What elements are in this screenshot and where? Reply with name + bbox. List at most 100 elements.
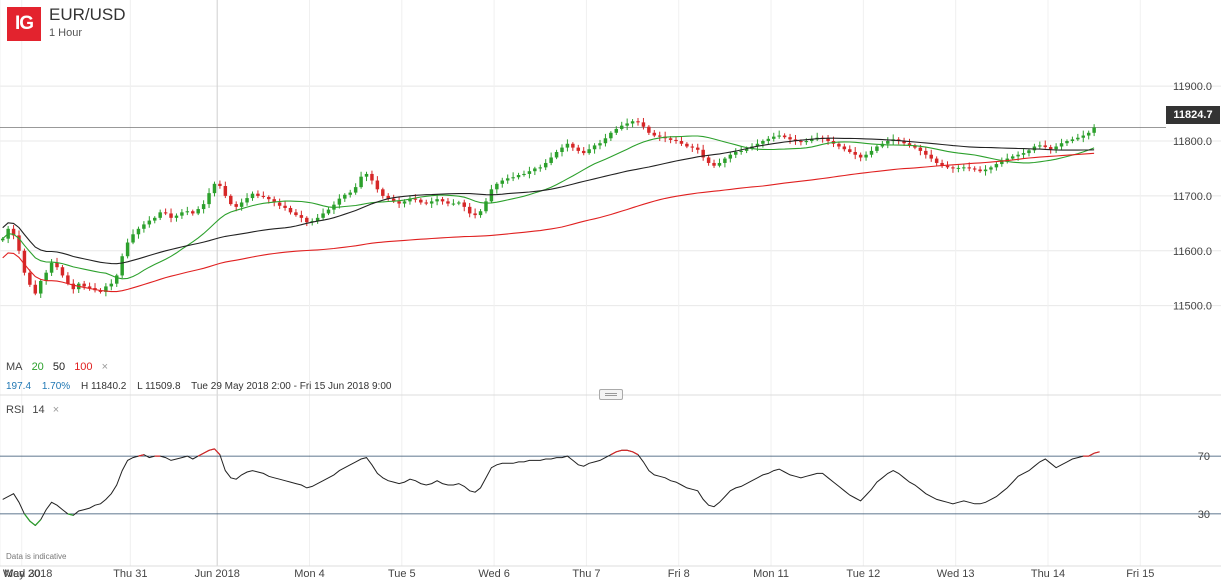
rsi-extreme-segment — [203, 449, 210, 454]
instrument-title[interactable]: EUR/USD — [49, 5, 126, 24]
remove-rsi-icon[interactable]: × — [52, 404, 60, 416]
candle-body — [451, 203, 456, 205]
candle-body — [201, 204, 206, 210]
candle-body — [592, 145, 597, 150]
candle-body — [261, 195, 266, 197]
rsi-legend: RSI 14 × — [6, 404, 64, 416]
candle-body — [522, 173, 526, 176]
candle-body — [505, 178, 510, 181]
high-value: H 11840.2 — [80, 381, 127, 392]
x-tick-label: Thu 14 — [1031, 568, 1065, 580]
ma-50-label[interactable]: 50 — [52, 361, 66, 373]
candle-body — [701, 149, 705, 158]
candle-body — [397, 201, 401, 204]
candle-body — [983, 169, 988, 172]
y-tick-label: 11700.0 — [1173, 191, 1212, 203]
remove-ma-icon[interactable]: × — [101, 361, 109, 373]
x-tick-label: Tue 12 — [846, 568, 880, 580]
candle-body — [625, 123, 629, 126]
candle-body — [44, 272, 48, 281]
candle-body — [277, 202, 282, 206]
candle-body — [60, 267, 65, 276]
candle-body — [690, 146, 695, 148]
candle-body — [994, 164, 999, 168]
candle-body — [527, 171, 532, 174]
timeframe-label[interactable]: 1 Hour — [49, 27, 83, 39]
candle-body — [326, 209, 331, 214]
candle-body — [239, 202, 244, 207]
candle-body — [353, 187, 358, 193]
candle-body — [924, 150, 928, 155]
candle-body — [929, 154, 933, 159]
low-value: L 11509.8 — [137, 381, 181, 392]
candle-body — [299, 215, 304, 218]
candle-body — [370, 173, 374, 181]
candle-body — [169, 213, 173, 218]
candle-body — [1000, 161, 1004, 165]
candle-body — [657, 135, 662, 137]
candle-body — [321, 213, 325, 218]
candle-body — [696, 147, 700, 150]
candle-body — [142, 224, 146, 229]
ma-100-label[interactable]: 100 — [74, 361, 93, 373]
candle-body — [22, 250, 27, 273]
candle-body — [359, 176, 363, 188]
candle-body — [305, 217, 309, 223]
candle-body — [343, 194, 347, 199]
panel-resize-handle[interactable] — [599, 389, 623, 400]
candle-body — [679, 141, 684, 144]
candle-body — [348, 192, 352, 195]
rsi-extreme-segment — [29, 520, 36, 526]
candle-body — [543, 162, 548, 168]
candle-body — [755, 143, 760, 147]
rsi-extreme-segment — [208, 448, 215, 451]
candle-body — [1027, 150, 1031, 154]
ig-logo: IG — [7, 7, 41, 41]
ma-line-100 — [2, 152, 1095, 293]
candle-body — [864, 154, 868, 158]
current-price-tag: 11824.7 — [1166, 106, 1220, 124]
candle-body — [668, 138, 673, 140]
candle-body — [565, 143, 570, 148]
candle-body — [104, 286, 108, 292]
candle-body — [875, 146, 879, 151]
candle-body — [115, 275, 119, 284]
candle-body — [712, 162, 716, 166]
change-percent: 1.70% — [41, 381, 71, 392]
candle-body — [191, 211, 195, 214]
candle-body — [408, 198, 412, 202]
candle-body — [989, 167, 993, 170]
rsi-extreme-segment — [214, 448, 221, 456]
rsi-label[interactable]: RSI — [6, 404, 25, 416]
x-tick-label: Wed 6 — [478, 568, 510, 580]
candle-body — [196, 209, 200, 214]
ma-line-50 — [2, 137, 1095, 265]
candle-body — [744, 148, 749, 151]
axes: 11900.0 11800.0 11700.0 11600.0 11500.0 May 2… — [3, 81, 1212, 580]
candle-body — [229, 195, 233, 205]
candle-body — [495, 183, 499, 190]
disclaimer: Data is indicative — [6, 552, 67, 561]
ma-label[interactable]: MA — [6, 361, 23, 373]
candle-body — [256, 193, 260, 196]
ma-20-label[interactable]: 20 — [31, 361, 44, 373]
candle-body — [761, 141, 765, 144]
candle-body — [207, 193, 211, 205]
candle-body — [972, 168, 977, 170]
candle-body — [913, 145, 917, 148]
candle-body — [440, 199, 445, 202]
candle-body — [1092, 127, 1096, 133]
x-tick-label: May 2018 — [4, 568, 52, 580]
candle-body — [223, 186, 228, 196]
rsi-extreme-segment — [610, 451, 617, 456]
candle-body — [581, 150, 586, 154]
candle-body — [717, 162, 722, 166]
rsi-level-label: 70 — [1198, 451, 1210, 463]
rsi-period[interactable]: 14 — [32, 404, 45, 416]
candle-body — [951, 167, 955, 169]
candle-body — [478, 211, 483, 216]
candle-body — [978, 169, 982, 172]
candle-body — [706, 157, 711, 163]
candle-body — [674, 139, 678, 142]
